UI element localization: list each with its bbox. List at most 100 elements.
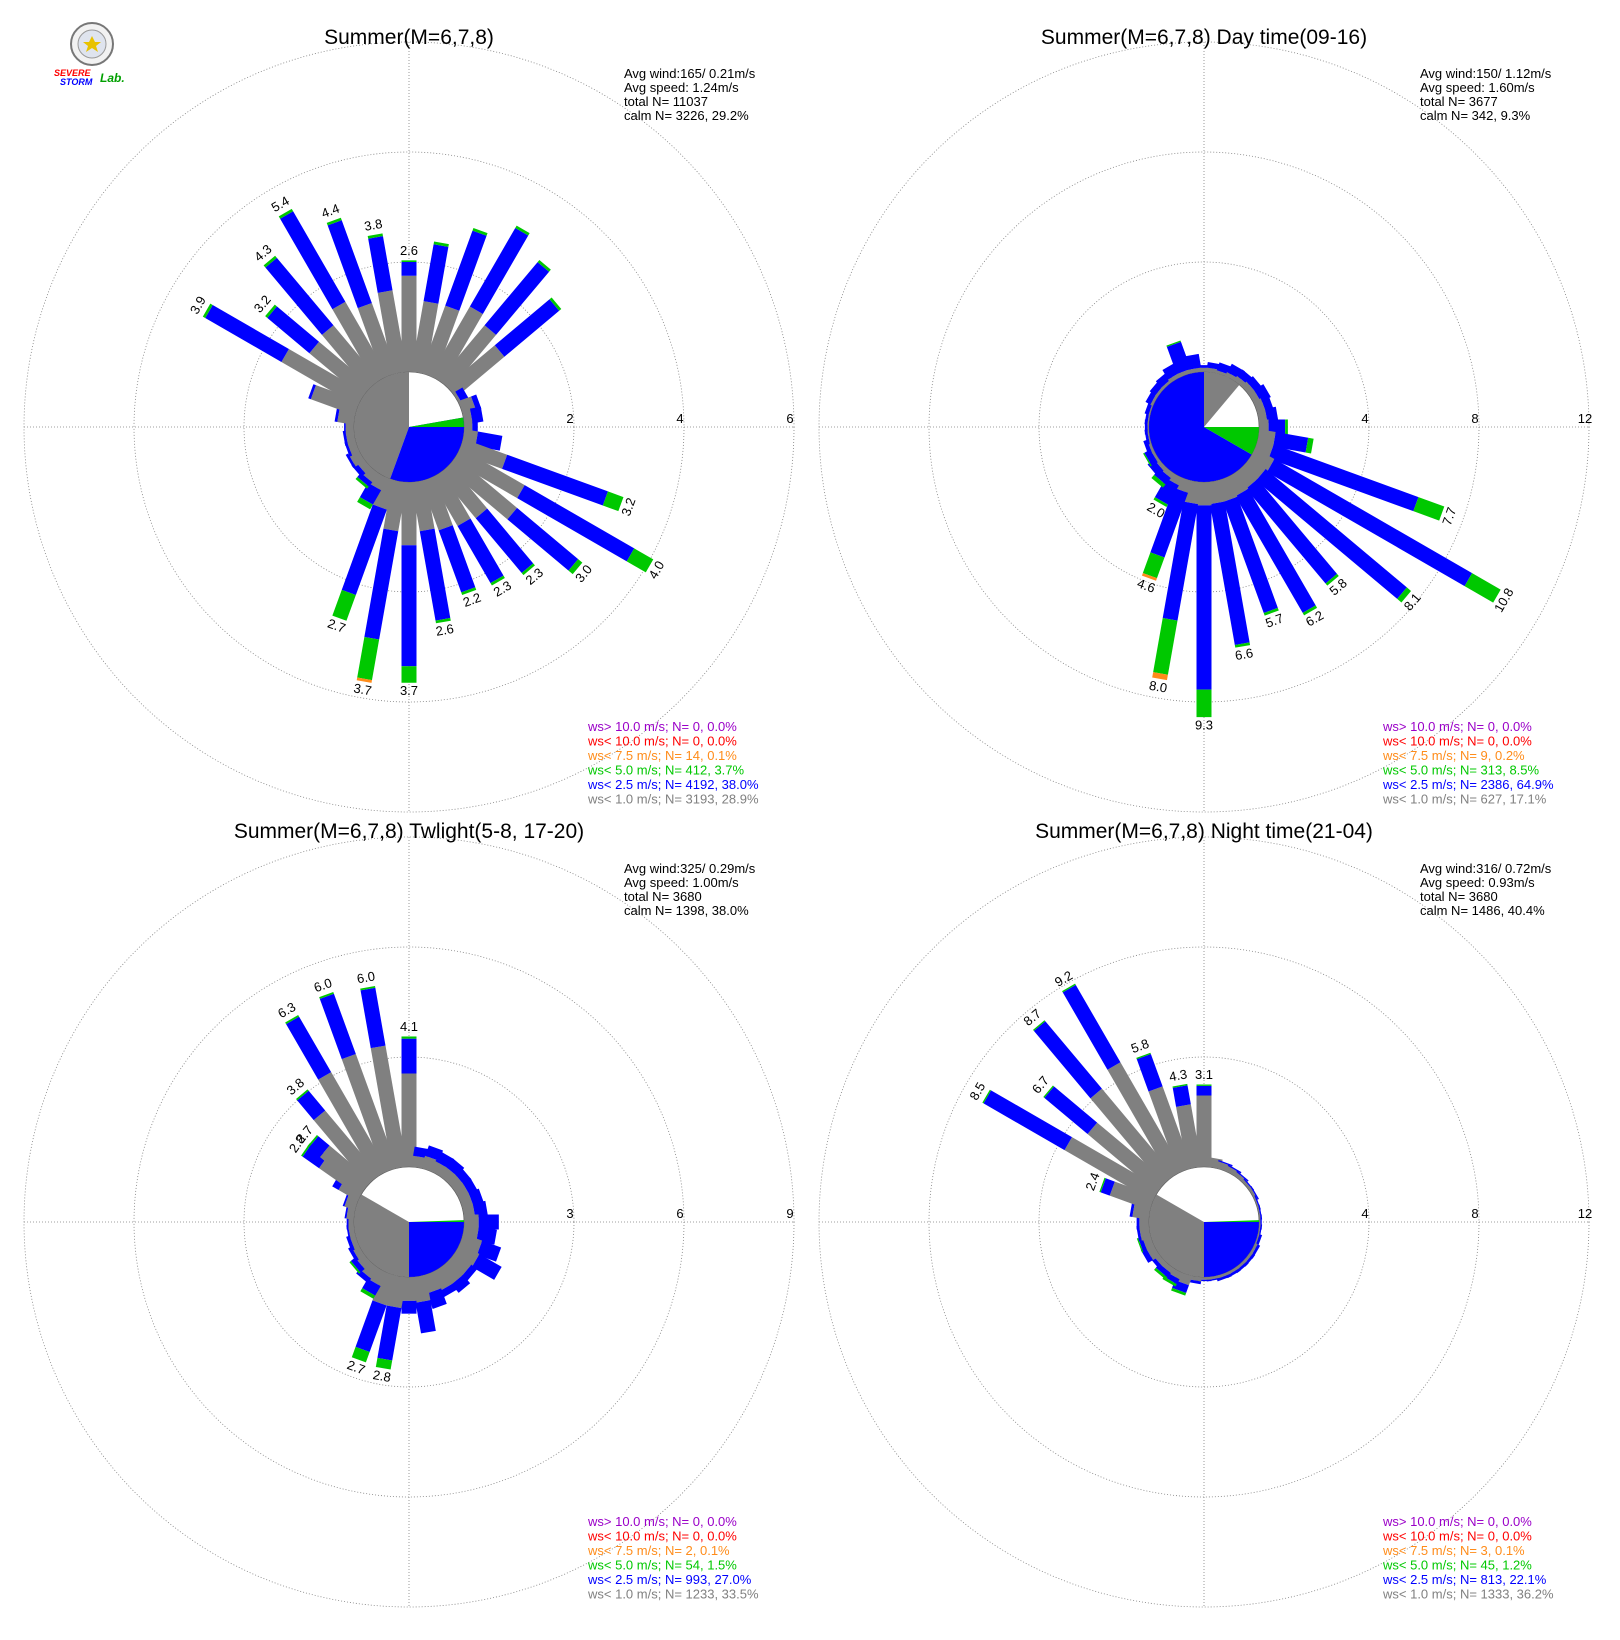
legend-entry: ws< 10.0 m/s; N= 0, 0.0% <box>1382 734 1532 749</box>
wind-bar-0 <box>401 1036 417 1167</box>
bar-segment-lt2_5 <box>401 1038 417 1074</box>
bar-segment-lt2_5 <box>401 262 417 276</box>
bar-segment-lt5 <box>1162 1276 1177 1287</box>
bar-segment-lt1 <box>1087 1122 1167 1193</box>
bar-segment-lt2_5 <box>205 305 289 362</box>
stat-calm: calm N= 1486, 40.4% <box>1420 903 1545 918</box>
bar-segment-lt2_5 <box>345 453 356 468</box>
bar-segment-lt1 <box>321 325 380 390</box>
bar-segment-lt5 <box>1325 573 1339 586</box>
bar-segment-lt5 <box>1043 1085 1054 1098</box>
wind-bar-300 <box>982 1089 1161 1201</box>
bar-segment-lt5 <box>521 563 535 576</box>
bar-segment-lt2_5 <box>1250 1185 1259 1200</box>
bar-segment-lt2_5 <box>484 262 550 335</box>
bar-segment-lt5 <box>433 241 449 247</box>
bar-segment-lt1 <box>446 345 505 398</box>
grid-ring <box>818 836 1590 1608</box>
grid-ring <box>23 836 795 1608</box>
wind-bar-200 <box>351 1271 398 1363</box>
bar-segment-lt1 <box>446 1251 472 1277</box>
panel-title: Summer(M=6,7,8) Night time(21-04) <box>1035 820 1373 843</box>
bar-segment-lt5 <box>263 255 277 268</box>
legend-entry: ws< 7.5 m/s; N= 9, 0.2% <box>1382 748 1525 763</box>
bar-segment-lt1 <box>1186 367 1202 375</box>
bar-segment-lt1 <box>319 1145 372 1193</box>
stat-avg-speed: Avg speed: 1.60m/s <box>1420 80 1535 95</box>
calm-wedge-lt1 <box>1204 372 1240 427</box>
bar-segment-lt1 <box>452 448 525 499</box>
bar-segment-lt1 <box>1224 470 1249 497</box>
bar-segment-lt2_5 <box>472 1200 488 1218</box>
bar-segment-lt5 <box>375 1357 393 1370</box>
bar-value-label: 3.2 <box>618 496 638 518</box>
bar-segment-lt2_5 <box>1236 1170 1249 1182</box>
bar-segment-lt5 <box>461 587 477 595</box>
bar-segment-lt2_5 <box>1266 459 1473 587</box>
bar-segment-lt5 <box>360 1288 376 1299</box>
stat-avg-speed: Avg speed: 0.93m/s <box>1420 875 1535 890</box>
legend-entry: ws> 10.0 m/s; N= 0, 0.0% <box>1382 1514 1532 1529</box>
wind-bar-120 <box>452 1243 502 1280</box>
bar-segment-lt5 <box>278 208 294 219</box>
bar-segment-lt2_5 <box>267 306 320 354</box>
grid-ring <box>23 41 795 813</box>
wind-rose-panel-1: 2 4 62.63.84.45.44.33.23.93.24.03.02.32.32… <box>23 26 795 813</box>
bar-segment-lt2_5 <box>1150 487 1189 558</box>
bar-segment-lt7_5 <box>1152 672 1168 681</box>
legend-entry: ws< 2.5 m/s; N= 4192, 38.0% <box>587 777 759 792</box>
stat-total: total N= 3677 <box>1420 94 1498 109</box>
bar-segment-lt2_5 <box>1100 1178 1115 1196</box>
wind-bar-320 <box>1032 1020 1175 1185</box>
bar-segment-lt5 <box>515 225 530 236</box>
bar-segment-lt5 <box>307 1134 319 1148</box>
bar-segment-lt2_5 <box>457 518 504 584</box>
bar-value-label: 2.7 <box>326 616 348 636</box>
bar-segment-lt1 <box>310 385 360 416</box>
bar-segment-lt5 <box>1196 689 1212 718</box>
bar-value-label: 3.1 <box>1195 1067 1213 1082</box>
bar-segment-lt2_5 <box>1268 444 1419 512</box>
bar-segment-lt2_5 <box>517 485 635 562</box>
bar-segment-lt5 <box>1464 573 1501 603</box>
bar-segment-lt1 <box>377 290 407 375</box>
calm-wedge-lt2_5 <box>1204 1222 1259 1277</box>
bar-segment-lt1 <box>1176 1104 1202 1170</box>
bar-segment-lt5 <box>355 476 369 489</box>
wind-bar-340 <box>1136 1052 1193 1173</box>
bar-segment-lt2_5 <box>1136 1054 1163 1092</box>
bar-segment-lt5 <box>285 1015 300 1025</box>
stat-total: total N= 11037 <box>624 94 708 109</box>
legend-entry: ws< 1.0 m/s; N= 1333, 36.2% <box>1382 1587 1554 1602</box>
bar-segment-lt2_5 <box>1264 406 1279 424</box>
legend-entry: ws> 10.0 m/s; N= 0, 0.0% <box>587 719 737 734</box>
logo-storm-text: STORM <box>60 77 93 87</box>
bar-segment-lt5 <box>1153 617 1178 675</box>
bar-segment-lt5 <box>982 1089 992 1104</box>
bar-segment-lt5 <box>1136 1052 1151 1060</box>
bar-segment-lt5 <box>1234 642 1251 648</box>
legend-entry: ws< 7.5 m/s; N= 14, 0.1% <box>587 748 737 763</box>
bar-segment-lt1 <box>411 479 435 532</box>
bar-segment-lt5 <box>1099 1177 1106 1193</box>
grid-ring <box>133 151 685 703</box>
stat-calm: calm N= 3226, 29.2% <box>624 108 749 123</box>
bar-segment-lt5 <box>202 303 213 318</box>
bar-segment-lt2_5 <box>265 257 334 335</box>
bar-segment-lt5 <box>1032 1020 1046 1031</box>
bar-segment-lt2_5 <box>1256 468 1407 599</box>
bar-segment-lt1 <box>1241 456 1266 481</box>
bar-segment-lt1 <box>411 301 439 375</box>
bar-segment-lt5 <box>1172 1083 1188 1088</box>
ring-label: 12 <box>1578 411 1592 426</box>
ring-label: 6 <box>676 1206 683 1221</box>
bar-segment-lt2_5 <box>327 220 372 309</box>
bar-segment-lt5 <box>1302 605 1318 616</box>
bar-segment-lt5 <box>1154 1267 1168 1280</box>
bar-segment-lt5 <box>351 1346 370 1363</box>
bar-segment-lt2_5 <box>1209 501 1250 645</box>
bar-segment-lt1 <box>372 1271 398 1306</box>
bar-segment-lt2_5 <box>1196 1085 1212 1096</box>
grid-ring <box>133 946 685 1498</box>
bar-value-label: 3.7 <box>352 680 372 698</box>
